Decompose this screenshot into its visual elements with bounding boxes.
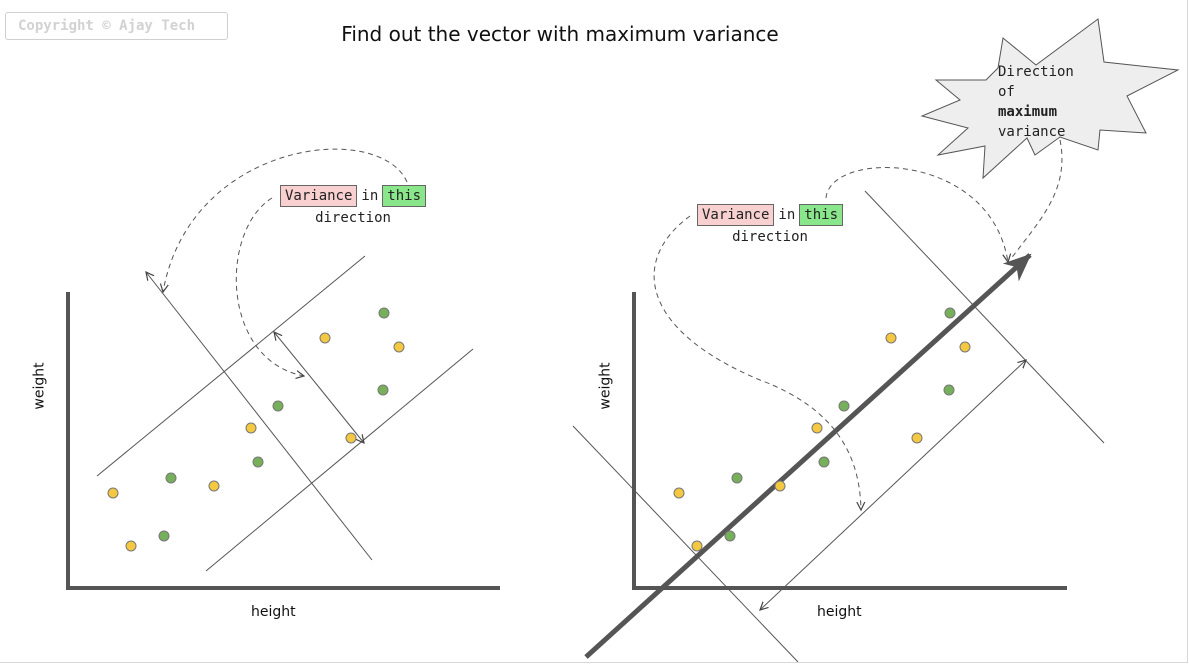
page-title: Find out the vector with maximum varianc…	[341, 22, 779, 46]
right-point	[838, 400, 850, 412]
left-point	[208, 480, 220, 492]
right-dashed-curve-this	[825, 167, 1008, 262]
left-boundary-line-lower	[205, 348, 474, 572]
left-spread-arrow-a	[274, 332, 319, 387]
right-dashed-curve-variance	[653, 215, 861, 510]
right-in-word: in	[778, 207, 796, 223]
right-point	[724, 530, 736, 542]
burst-line-of: of	[998, 84, 1015, 100]
left-y-axis-label: weight	[31, 362, 48, 410]
right-point	[731, 472, 743, 484]
right-direction-word: direction	[732, 229, 808, 245]
right-variance-word: Variance	[696, 204, 775, 226]
right-panel	[572, 139, 1105, 663]
left-panel	[66, 148, 500, 590]
left-dashed-curve-variance	[235, 197, 304, 376]
left-spread-arrow-b	[317, 385, 364, 443]
left-direction-word: direction	[315, 210, 391, 226]
left-point	[378, 307, 390, 319]
left-point	[107, 487, 119, 499]
max-variance-vector	[584, 253, 1032, 659]
burst-line-direction: Direction	[998, 64, 1074, 80]
left-point	[272, 400, 284, 412]
left-point	[245, 422, 257, 434]
right-dashed-curve-burst	[1009, 139, 1063, 261]
left-point	[165, 472, 177, 484]
right-point	[691, 540, 703, 552]
left-point	[345, 432, 357, 444]
left-point	[377, 384, 389, 396]
right-y-axis-label: weight	[597, 362, 614, 410]
left-point	[319, 332, 331, 344]
right-spread-arrow-a	[892, 360, 1026, 486]
left-point	[393, 341, 405, 353]
left-dashed-curve-this	[163, 148, 408, 292]
left-boundary-line-upper	[96, 255, 366, 477]
copyright-badge: Copyright © Ajay Tech	[5, 12, 228, 40]
burst-line-variance: variance	[998, 124, 1066, 140]
left-point	[252, 456, 264, 468]
right-point	[943, 384, 955, 396]
right-spread-arrow-b	[760, 484, 894, 610]
right-point	[811, 422, 823, 434]
right-point	[818, 456, 830, 468]
right-x-axis-label: height	[817, 604, 862, 620]
right-point	[944, 307, 956, 319]
right-this-word: this	[799, 204, 843, 226]
left-this-word: this	[382, 185, 426, 207]
left-projection-line	[146, 272, 373, 561]
right-point	[911, 432, 923, 444]
right-perpendicular-line-lower	[572, 425, 799, 663]
right-variance-label: Variance in this direction	[689, 204, 851, 246]
right-point	[885, 332, 897, 344]
burst-line-maximum: maximum	[998, 104, 1058, 120]
left-point	[125, 540, 137, 552]
left-variance-label: Variance in this direction	[272, 185, 434, 227]
left-x-axis-label: height	[251, 604, 296, 620]
burst-text: Direction of maximum variance	[998, 62, 1108, 142]
left-point	[158, 530, 170, 542]
left-variance-word: Variance	[279, 185, 358, 207]
left-in-word: in	[361, 188, 379, 204]
right-point	[959, 341, 971, 353]
right-point	[774, 480, 786, 492]
right-point	[673, 487, 685, 499]
burst-callout	[920, 18, 1180, 180]
right-perpendicular-line-upper	[864, 190, 1105, 444]
